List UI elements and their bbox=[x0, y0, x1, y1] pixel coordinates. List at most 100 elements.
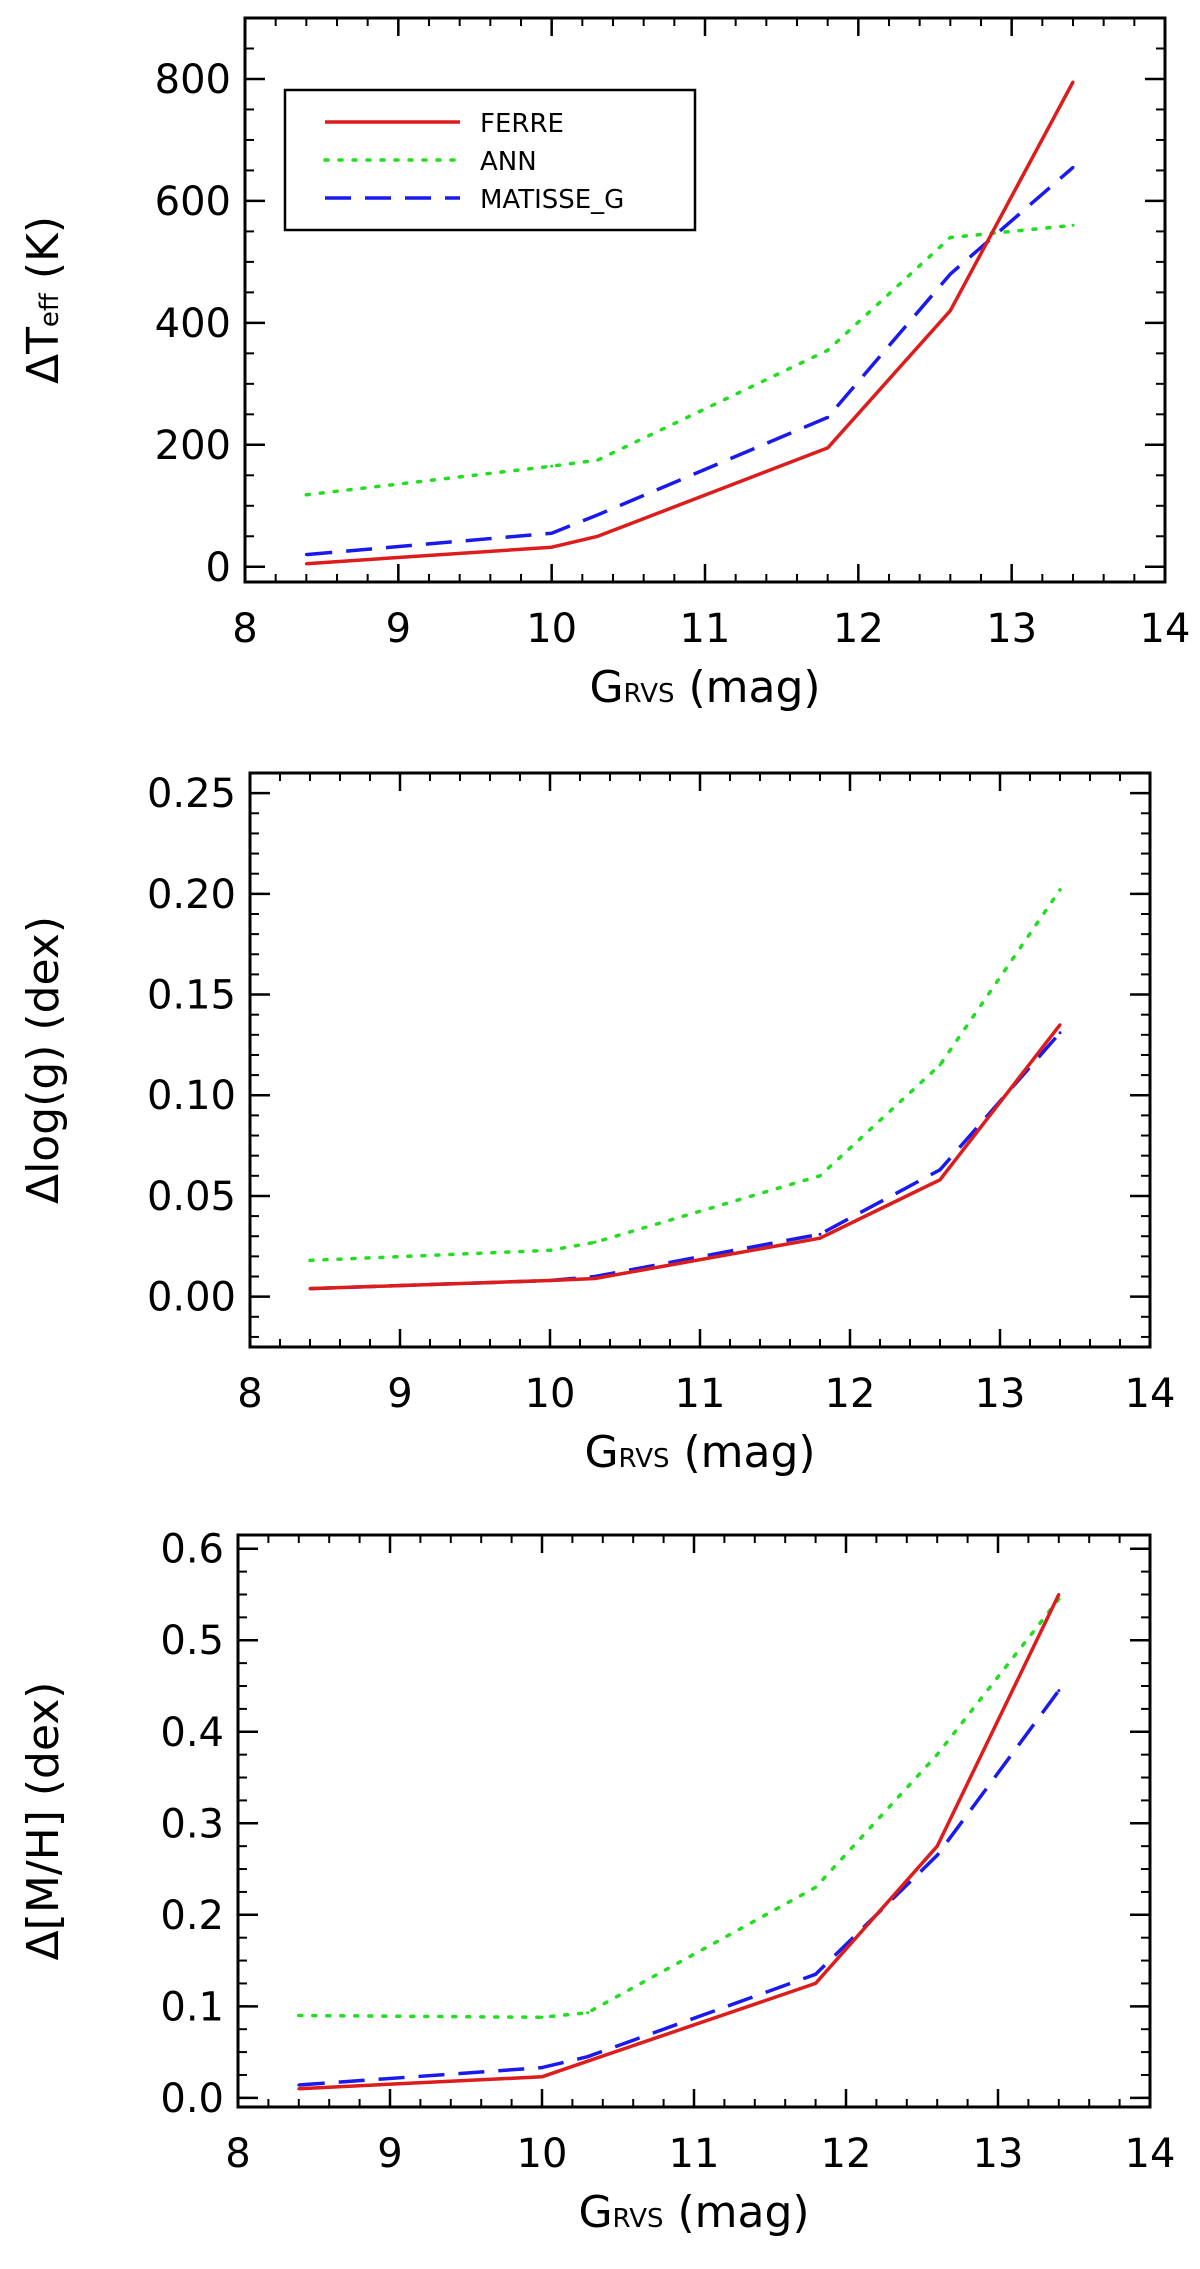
y-tick-label: 600 bbox=[155, 179, 231, 225]
y-axis-title: ΔTeff (K) bbox=[18, 216, 69, 384]
data-point-ferre bbox=[540, 2075, 544, 2079]
data-point-ferre bbox=[818, 1236, 822, 1240]
plot-frame bbox=[236, 1533, 1152, 2109]
data-point-ferre bbox=[1058, 1023, 1062, 1027]
x-tick-label: 14 bbox=[1125, 1371, 1176, 1417]
x-axis-title: GRVS (mag) bbox=[589, 662, 820, 713]
x-tick-label: 10 bbox=[517, 2131, 568, 2177]
data-point-ann bbox=[308, 1258, 312, 1262]
y-tick-label: 0.10 bbox=[147, 1073, 236, 1119]
series-line-ferre bbox=[306, 81, 1075, 566]
data-point-ann bbox=[938, 1063, 942, 1067]
y-tick-label: 200 bbox=[155, 423, 231, 469]
y-tick-label: 0.20 bbox=[147, 872, 236, 918]
data-point-ann bbox=[550, 464, 554, 468]
x-tick-label: 12 bbox=[833, 606, 884, 652]
chart-panel-2: 8 9 10 11 12 13 14 0.00 0.05 0.10 0.15 0.20 0.25 GRVS… bbox=[18, 771, 1175, 1478]
series-line-matisse_g bbox=[309, 1031, 1062, 1291]
x-tick-label: 8 bbox=[237, 1371, 262, 1417]
data-point-matisse_g bbox=[948, 272, 952, 276]
x-tick-label: 14 bbox=[1125, 2131, 1176, 2177]
data-point-ann bbox=[935, 1753, 939, 1757]
series-line-ferre bbox=[309, 1023, 1062, 1291]
x-tick-label: 9 bbox=[377, 2131, 402, 2177]
legend: FERRE ANN MATISSE_G bbox=[283, 88, 697, 232]
data-point-matisse_g bbox=[304, 553, 308, 557]
y-tick-label: 0.2 bbox=[160, 1893, 224, 1939]
data-point-matisse_g bbox=[297, 2083, 301, 2087]
data-point-matisse_g bbox=[596, 513, 600, 517]
series-line-matisse_g bbox=[298, 1689, 1061, 2087]
data-point-ferre bbox=[548, 1279, 552, 1283]
data-point-ann bbox=[818, 1174, 822, 1178]
data-point-matisse_g bbox=[1058, 1031, 1062, 1035]
x-tick-label: 9 bbox=[386, 606, 411, 652]
data-point-matisse_g bbox=[818, 1232, 822, 1236]
data-point-ferre bbox=[948, 309, 952, 313]
data-point-ferre bbox=[593, 1277, 597, 1281]
data-point-ann bbox=[826, 348, 830, 352]
data-point-ann bbox=[1058, 888, 1062, 892]
data-point-ann bbox=[540, 2015, 544, 2019]
y-tick-label: 0.05 bbox=[147, 1174, 236, 1220]
data-point-matisse_g bbox=[935, 1853, 939, 1857]
data-point-ferre bbox=[586, 2059, 590, 2063]
series-line-ferre bbox=[298, 1593, 1061, 2091]
data-point-ann bbox=[814, 1885, 818, 1889]
data-point-matisse_g bbox=[540, 2066, 544, 2070]
y-tick-label: 0.4 bbox=[160, 1710, 224, 1756]
data-point-ferre bbox=[308, 1287, 312, 1291]
data-point-ferre bbox=[297, 2087, 301, 2091]
x-tick-label: 8 bbox=[232, 606, 257, 652]
x-tick-label: 11 bbox=[675, 1371, 726, 1417]
x-tick-label: 13 bbox=[975, 1371, 1026, 1417]
x-tick-label: 10 bbox=[525, 1371, 576, 1417]
data-point-matisse_g bbox=[1057, 1689, 1061, 1693]
x-tick-label: 11 bbox=[680, 606, 731, 652]
y-tick-label: 0.3 bbox=[160, 1801, 224, 1847]
x-tick-label: 14 bbox=[1140, 606, 1191, 652]
series-line-matisse_g bbox=[306, 166, 1075, 557]
x-tick-label: 11 bbox=[669, 2131, 720, 2177]
y-tick-label: 400 bbox=[155, 301, 231, 347]
y-tick-label: 0.25 bbox=[147, 771, 236, 817]
series-line-ann bbox=[297, 1597, 1061, 2020]
legend-label-matisse_g: MATISSE_G bbox=[480, 185, 624, 215]
data-point-ferre bbox=[596, 534, 600, 538]
data-point-matisse_g bbox=[550, 531, 554, 535]
y-tick-label: 0.00 bbox=[147, 1275, 236, 1321]
x-tick-label: 8 bbox=[225, 2131, 250, 2177]
data-point-ferre bbox=[938, 1178, 942, 1182]
x-tick-label: 9 bbox=[387, 1371, 412, 1417]
data-point-ann bbox=[548, 1248, 552, 1252]
x-tick-label: 12 bbox=[825, 1371, 876, 1417]
y-tick-label: 0.15 bbox=[147, 973, 236, 1019]
y-tick-label: 0.0 bbox=[160, 2076, 224, 2122]
y-tick-label: 0.5 bbox=[160, 1618, 224, 1664]
data-point-ferre bbox=[1071, 80, 1075, 84]
x-axis-title: GRVS (mag) bbox=[584, 1427, 815, 1478]
x-tick-label: 13 bbox=[973, 2131, 1024, 2177]
data-point-matisse_g bbox=[938, 1168, 942, 1172]
legend-label-ann: ANN bbox=[480, 147, 537, 177]
data-point-ann bbox=[586, 2011, 590, 2015]
x-tick-label: 13 bbox=[986, 606, 1037, 652]
series-line-ann bbox=[308, 888, 1062, 1263]
legend-label-ferre: FERRE bbox=[480, 109, 564, 139]
data-point-ann bbox=[948, 236, 952, 240]
chart-panel-1: 8 9 10 11 12 13 14 0 200 400 600 800 GRVS (mag) ΔTeff… bbox=[18, 16, 1191, 713]
y-axis-title: Δ[M/H] (dex) bbox=[18, 1682, 69, 1961]
y-tick-label: 800 bbox=[155, 57, 231, 103]
data-point-ann bbox=[297, 2013, 301, 2017]
data-point-matisse_g bbox=[1071, 165, 1075, 169]
data-point-ferre bbox=[814, 1981, 818, 1985]
data-point-matisse_g bbox=[826, 415, 830, 419]
y-axis-title: Δlog(g) (dex) bbox=[18, 916, 69, 1204]
data-point-matisse_g bbox=[814, 1972, 818, 1976]
series-line-ann bbox=[304, 223, 1075, 497]
x-tick-label: 10 bbox=[526, 606, 577, 652]
x-tick-label: 12 bbox=[821, 2131, 872, 2177]
y-tick-label: 0.1 bbox=[160, 1984, 224, 2030]
